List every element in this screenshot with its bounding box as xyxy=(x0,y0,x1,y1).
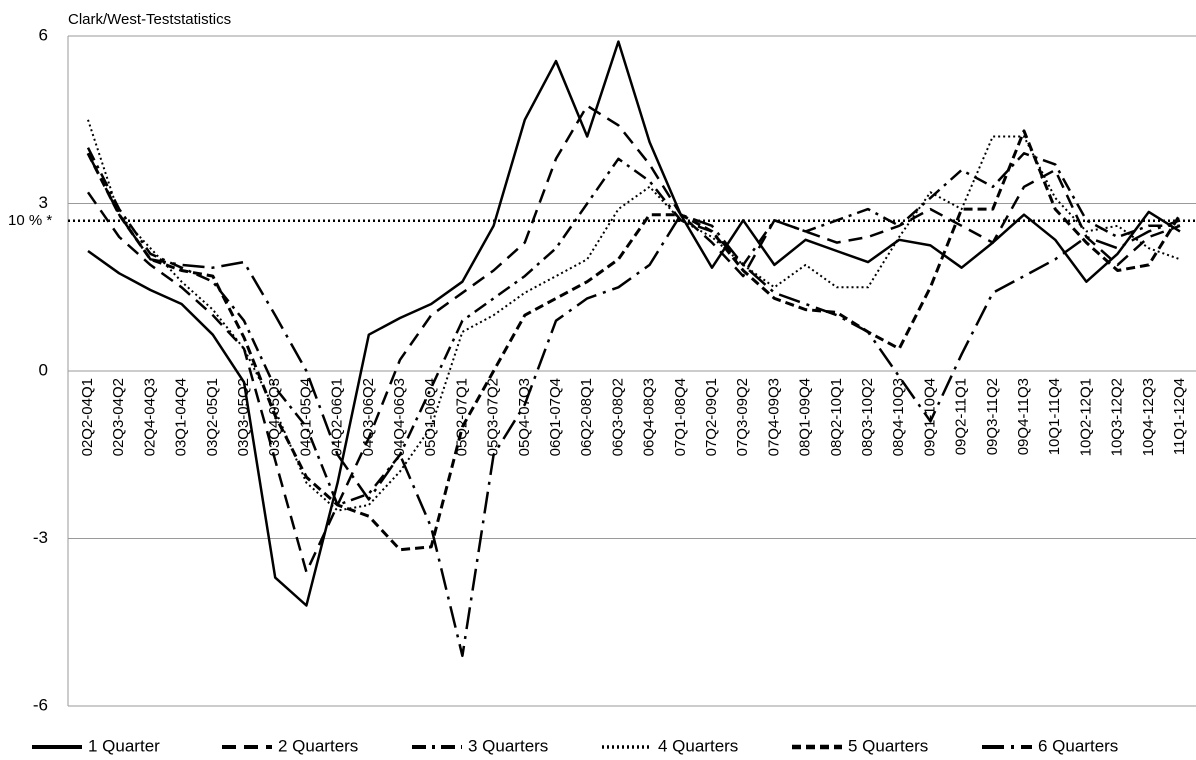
x-tick-label: 06Q4-08Q3 xyxy=(641,378,658,456)
x-tick-label: 04Q1-05Q4 xyxy=(297,378,314,456)
x-tick-label: 11Q1-12Q4 xyxy=(1171,378,1188,455)
x-tick-label: 10Q2-12Q1 xyxy=(1077,378,1094,456)
legend-label: 3 Quarters xyxy=(468,736,548,755)
x-tick-label: 02Q2-04Q1 xyxy=(79,378,96,456)
x-tick-label: 05Q1-06Q4 xyxy=(422,378,439,456)
x-tick-label: 09Q4-11Q3 xyxy=(1015,378,1032,455)
legend-label: 2 Quarters xyxy=(278,736,358,755)
x-tick-label: 07Q2-09Q1 xyxy=(703,378,720,456)
x-tick-label: 07Q4-09Q3 xyxy=(765,378,782,456)
x-tick-label: 04Q4-06Q3 xyxy=(391,378,408,456)
x-tick-label: 09Q1-10Q4 xyxy=(921,378,938,456)
x-tick-label: 05Q3-07Q2 xyxy=(485,378,502,456)
y-tick-label: 0 xyxy=(39,360,48,379)
x-tick-label: 06Q2-08Q1 xyxy=(578,378,595,456)
x-tick-label: 06Q1-07Q4 xyxy=(547,378,564,456)
x-tick-label: 08Q1-09Q4 xyxy=(797,378,814,456)
legend-label: 1 Quarter xyxy=(88,736,160,755)
series-line xyxy=(86,147,1180,507)
threshold-label: 10 % * xyxy=(8,212,52,229)
series-line xyxy=(86,104,1181,574)
legend-label: 5 Quarters xyxy=(848,736,928,755)
x-tick-label: 05Q2-07Q1 xyxy=(453,378,470,456)
series-line xyxy=(86,129,1182,552)
x-tick-label: 10Q4-12Q3 xyxy=(1140,378,1157,456)
x-tick-label: 04Q2-06Q1 xyxy=(329,378,346,456)
series-line xyxy=(87,40,1181,607)
x-tick-label: 08Q3-10Q2 xyxy=(859,378,876,456)
y-tick-label: 6 xyxy=(39,25,48,44)
y-tick-label: -6 xyxy=(33,695,48,714)
x-tick-label: 04Q3-06Q2 xyxy=(360,378,377,456)
legend-label: 4 Quarters xyxy=(658,736,738,755)
x-tick-label: 10Q1-11Q4 xyxy=(1046,378,1063,455)
x-tick-label: 06Q3-08Q2 xyxy=(609,378,626,456)
x-tick-label: 09Q2-11Q1 xyxy=(953,378,970,455)
y-tick-label: 3 xyxy=(39,193,48,212)
x-tick-label: 07Q3-09Q2 xyxy=(734,378,751,456)
legend-label: 6 Quarters xyxy=(1038,736,1118,755)
x-tick-label: 08Q4-10Q3 xyxy=(890,378,907,456)
x-tick-label: 09Q3-11Q2 xyxy=(984,378,1001,455)
x-tick-label: 02Q4-04Q3 xyxy=(141,378,158,456)
chart-title: Clark/West-Teststatistics xyxy=(68,11,231,28)
x-tick-label: 03Q2-05Q1 xyxy=(204,378,221,456)
y-tick-label: -3 xyxy=(33,528,48,547)
x-tick-label: 07Q1-08Q4 xyxy=(672,378,689,456)
series-line xyxy=(86,152,1181,658)
x-tick-label: 10Q3-12Q2 xyxy=(1109,378,1126,456)
x-tick-label: 03Q1-04Q4 xyxy=(173,378,190,456)
x-tick-label: 08Q2-10Q1 xyxy=(828,378,845,456)
x-tick-label: 02Q3-04Q2 xyxy=(110,378,127,456)
